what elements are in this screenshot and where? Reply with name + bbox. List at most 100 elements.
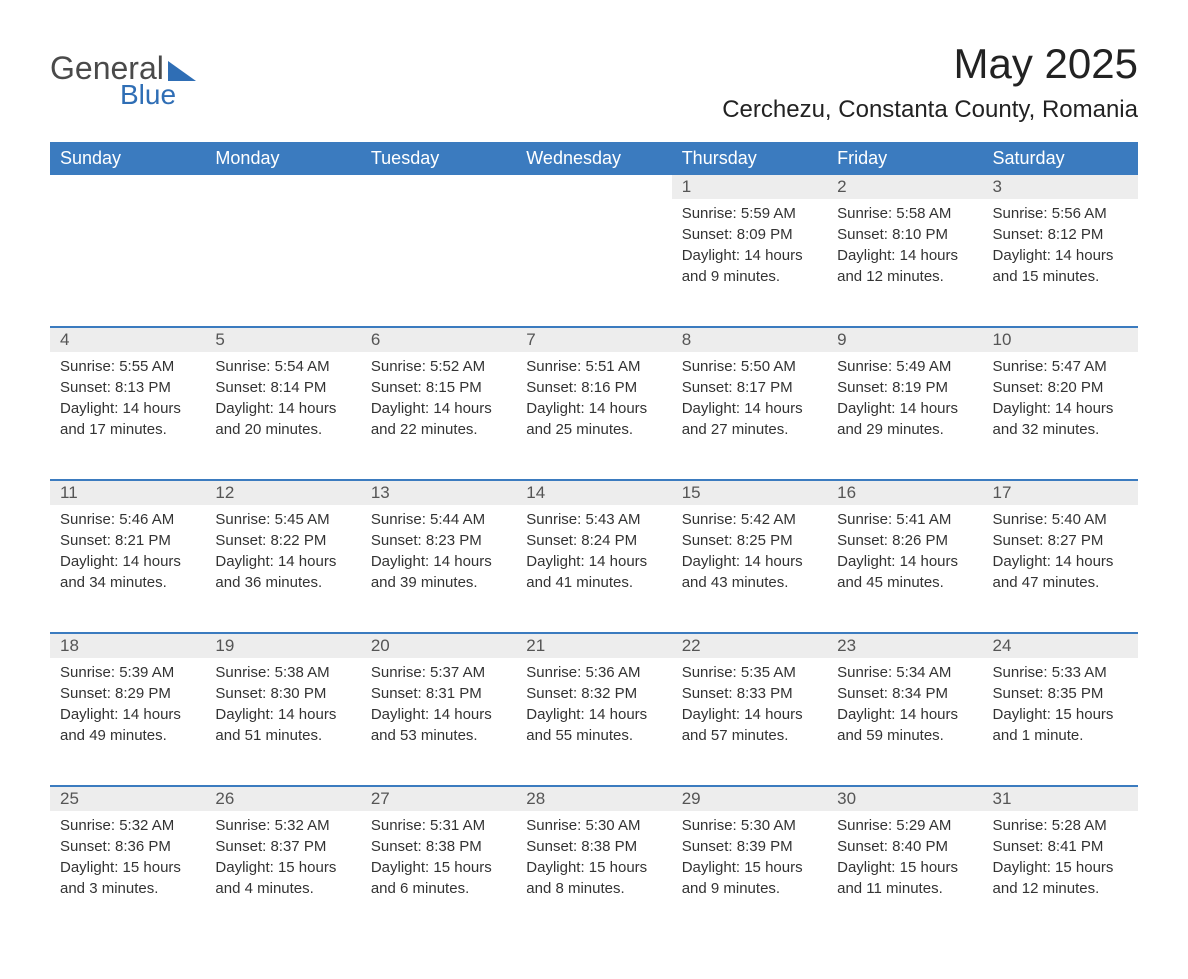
- day-number-cell: 4: [50, 327, 205, 352]
- day-content-cell: Sunrise: 5:45 AMSunset: 8:22 PMDaylight:…: [205, 505, 360, 633]
- day-content-cell: Sunrise: 5:59 AMSunset: 8:09 PMDaylight:…: [672, 199, 827, 327]
- sunrise-line: Sunrise: 5:49 AM: [837, 356, 972, 377]
- day-content-cell: Sunrise: 5:52 AMSunset: 8:15 PMDaylight:…: [361, 352, 516, 480]
- daylight-line: Daylight: 15 hours and 9 minutes.: [682, 857, 817, 899]
- sunset-line: Sunset: 8:26 PM: [837, 530, 972, 551]
- day-content-cell: Sunrise: 5:28 AMSunset: 8:41 PMDaylight:…: [983, 811, 1138, 939]
- day-content-cell: Sunrise: 5:46 AMSunset: 8:21 PMDaylight:…: [50, 505, 205, 633]
- sunrise-line: Sunrise: 5:28 AM: [993, 815, 1128, 836]
- daylight-line: Daylight: 14 hours and 59 minutes.: [837, 704, 972, 746]
- sunrise-line: Sunrise: 5:35 AM: [682, 662, 817, 683]
- day-content-cell: Sunrise: 5:35 AMSunset: 8:33 PMDaylight:…: [672, 658, 827, 786]
- day-content-cell: Sunrise: 5:44 AMSunset: 8:23 PMDaylight:…: [361, 505, 516, 633]
- sunset-line: Sunset: 8:36 PM: [60, 836, 195, 857]
- day-number-cell: [205, 175, 360, 199]
- day-content-row: Sunrise: 5:59 AMSunset: 8:09 PMDaylight:…: [50, 199, 1138, 327]
- sunset-line: Sunset: 8:32 PM: [526, 683, 661, 704]
- day-content-cell: [50, 199, 205, 327]
- sunrise-line: Sunrise: 5:36 AM: [526, 662, 661, 683]
- sunrise-line: Sunrise: 5:41 AM: [837, 509, 972, 530]
- day-number-cell: 1: [672, 175, 827, 199]
- daylight-line: Daylight: 14 hours and 51 minutes.: [215, 704, 350, 746]
- day-number-cell: 27: [361, 786, 516, 811]
- sunrise-line: Sunrise: 5:30 AM: [682, 815, 817, 836]
- day-content-row: Sunrise: 5:55 AMSunset: 8:13 PMDaylight:…: [50, 352, 1138, 480]
- weekday-header: Monday: [205, 142, 360, 175]
- day-number-cell: 24: [983, 633, 1138, 658]
- day-content-cell: Sunrise: 5:41 AMSunset: 8:26 PMDaylight:…: [827, 505, 982, 633]
- day-number-cell: 29: [672, 786, 827, 811]
- day-number-cell: [361, 175, 516, 199]
- sunrise-line: Sunrise: 5:43 AM: [526, 509, 661, 530]
- sunrise-line: Sunrise: 5:34 AM: [837, 662, 972, 683]
- day-content-cell: [516, 199, 671, 327]
- sunset-line: Sunset: 8:39 PM: [682, 836, 817, 857]
- day-content-cell: Sunrise: 5:51 AMSunset: 8:16 PMDaylight:…: [516, 352, 671, 480]
- sunset-line: Sunset: 8:14 PM: [215, 377, 350, 398]
- sunrise-line: Sunrise: 5:46 AM: [60, 509, 195, 530]
- day-content-cell: Sunrise: 5:58 AMSunset: 8:10 PMDaylight:…: [827, 199, 982, 327]
- sunset-line: Sunset: 8:37 PM: [215, 836, 350, 857]
- daylight-line: Daylight: 14 hours and 29 minutes.: [837, 398, 972, 440]
- daylight-line: Daylight: 14 hours and 57 minutes.: [682, 704, 817, 746]
- sunrise-line: Sunrise: 5:40 AM: [993, 509, 1128, 530]
- sunrise-line: Sunrise: 5:59 AM: [682, 203, 817, 224]
- daylight-line: Daylight: 14 hours and 12 minutes.: [837, 245, 972, 287]
- day-content-cell: Sunrise: 5:47 AMSunset: 8:20 PMDaylight:…: [983, 352, 1138, 480]
- day-number-cell: 16: [827, 480, 982, 505]
- logo-triangle-icon: [168, 61, 196, 81]
- daylight-line: Daylight: 14 hours and 45 minutes.: [837, 551, 972, 593]
- sunset-line: Sunset: 8:17 PM: [682, 377, 817, 398]
- day-content-row: Sunrise: 5:46 AMSunset: 8:21 PMDaylight:…: [50, 505, 1138, 633]
- sunset-line: Sunset: 8:27 PM: [993, 530, 1128, 551]
- day-content-cell: Sunrise: 5:43 AMSunset: 8:24 PMDaylight:…: [516, 505, 671, 633]
- day-number-cell: 2: [827, 175, 982, 199]
- day-content-cell: Sunrise: 5:37 AMSunset: 8:31 PMDaylight:…: [361, 658, 516, 786]
- daylight-line: Daylight: 15 hours and 1 minute.: [993, 704, 1128, 746]
- daylight-line: Daylight: 15 hours and 8 minutes.: [526, 857, 661, 899]
- day-content-cell: Sunrise: 5:38 AMSunset: 8:30 PMDaylight:…: [205, 658, 360, 786]
- sunrise-line: Sunrise: 5:51 AM: [526, 356, 661, 377]
- day-content-cell: Sunrise: 5:33 AMSunset: 8:35 PMDaylight:…: [983, 658, 1138, 786]
- day-number-cell: 12: [205, 480, 360, 505]
- calendar-table: Sunday Monday Tuesday Wednesday Thursday…: [50, 142, 1138, 939]
- location-subtitle: Cerchezu, Constanta County, Romania: [722, 96, 1138, 124]
- day-content-cell: Sunrise: 5:30 AMSunset: 8:39 PMDaylight:…: [672, 811, 827, 939]
- day-content-cell: Sunrise: 5:39 AMSunset: 8:29 PMDaylight:…: [50, 658, 205, 786]
- sunset-line: Sunset: 8:35 PM: [993, 683, 1128, 704]
- sunset-line: Sunset: 8:34 PM: [837, 683, 972, 704]
- day-number-cell: 14: [516, 480, 671, 505]
- day-number-cell: 13: [361, 480, 516, 505]
- day-content-cell: Sunrise: 5:36 AMSunset: 8:32 PMDaylight:…: [516, 658, 671, 786]
- day-number-cell: 15: [672, 480, 827, 505]
- sunset-line: Sunset: 8:41 PM: [993, 836, 1128, 857]
- day-number-cell: 3: [983, 175, 1138, 199]
- sunrise-line: Sunrise: 5:31 AM: [371, 815, 506, 836]
- sunrise-line: Sunrise: 5:32 AM: [215, 815, 350, 836]
- day-number-cell: 19: [205, 633, 360, 658]
- sunrise-line: Sunrise: 5:33 AM: [993, 662, 1128, 683]
- sunrise-line: Sunrise: 5:52 AM: [371, 356, 506, 377]
- day-content-cell: Sunrise: 5:31 AMSunset: 8:38 PMDaylight:…: [361, 811, 516, 939]
- day-content-cell: [361, 199, 516, 327]
- day-content-cell: Sunrise: 5:49 AMSunset: 8:19 PMDaylight:…: [827, 352, 982, 480]
- day-number-cell: 9: [827, 327, 982, 352]
- sunset-line: Sunset: 8:20 PM: [993, 377, 1128, 398]
- daylight-line: Daylight: 14 hours and 15 minutes.: [993, 245, 1128, 287]
- day-number-cell: 7: [516, 327, 671, 352]
- sunset-line: Sunset: 8:09 PM: [682, 224, 817, 245]
- day-number-row: 45678910: [50, 327, 1138, 352]
- sunset-line: Sunset: 8:40 PM: [837, 836, 972, 857]
- day-content-row: Sunrise: 5:32 AM Sunset: 8:36 PM Daylight:…: [50, 811, 1138, 939]
- daylight-line: Daylight: 14 hours and 25 minutes.: [526, 398, 661, 440]
- daylight-line: Daylight: 14 hours and 9 minutes.: [682, 245, 817, 287]
- sunrise-line: Sunrise: 5:44 AM: [371, 509, 506, 530]
- day-number-row: 18192021222324: [50, 633, 1138, 658]
- sunrise-line: Sunrise: 5:37 AM: [371, 662, 506, 683]
- sunset-line: Sunset: 8:13 PM: [60, 377, 195, 398]
- sunset-line: Sunset: 8:29 PM: [60, 683, 195, 704]
- day-content-cell: Sunrise: 5:56 AMSunset: 8:12 PMDaylight:…: [983, 199, 1138, 327]
- weekday-header: Saturday: [983, 142, 1138, 175]
- day-number-cell: 30: [827, 786, 982, 811]
- day-content-cell: Sunrise: 5:42 AMSunset: 8:25 PMDaylight:…: [672, 505, 827, 633]
